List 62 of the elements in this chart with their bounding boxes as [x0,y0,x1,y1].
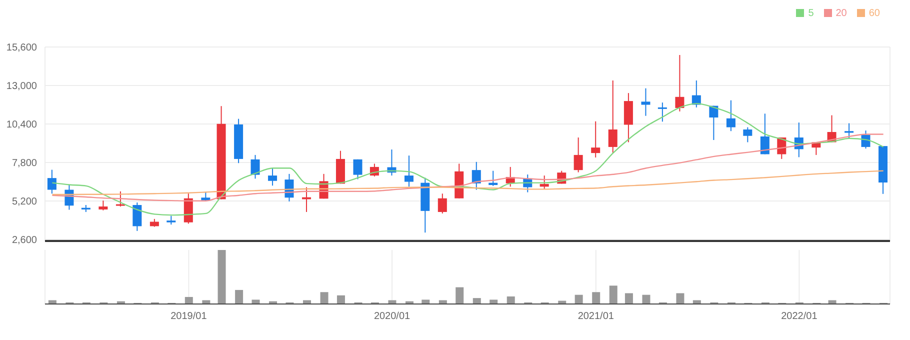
candlestick [726,100,736,132]
y-tick-label: 15,600 [6,42,38,54]
candlestick [608,80,618,154]
x-tick-label: 2022/01 [781,311,818,322]
y-tick-label: 5,200 [12,196,38,208]
y-tick-label: 13,000 [6,81,38,92]
bar [609,286,618,304]
legend-label: 60 [868,8,880,19]
bar [676,293,684,304]
bar [624,293,633,304]
candlestick [184,193,193,224]
bar [336,295,345,304]
candlestick [658,102,667,122]
bar [456,287,464,304]
bar [388,300,396,304]
candlestick [47,169,56,194]
candlestick [641,88,650,116]
candlestick [132,202,142,232]
bar [592,292,600,304]
bar [490,300,498,304]
candlestick [624,92,633,143]
candlestick [353,158,362,180]
candlestick [250,154,260,180]
candlestick [760,113,770,155]
y-tick-label: 7,800 [12,158,38,170]
candlestick [675,54,684,112]
legend-label: 5 [808,8,814,19]
bar [642,294,650,304]
bar [438,300,447,304]
candlestick [743,126,752,143]
candlestick [98,200,108,211]
y-tick-label: 10,400 [6,120,38,131]
bar [506,296,515,304]
y-tick-label: 2,600 [12,235,38,246]
bar [303,300,311,304]
bar [320,292,328,304]
bar [574,294,583,304]
bar [218,250,226,304]
candlestick [591,120,600,158]
candlestick [861,130,870,150]
candlestick [540,175,549,190]
bar [48,300,56,304]
bar [828,300,836,304]
bar [692,300,701,304]
bar [202,300,210,304]
x-tick-label: 2021/01 [578,311,614,322]
candlestick [438,193,447,214]
bar [472,298,481,304]
bar [252,300,260,304]
candlestick [488,170,498,186]
candlestick [404,155,414,188]
bar [184,296,193,304]
candlestick [268,168,278,186]
x-tick-label: 2019/01 [170,311,208,322]
candlestick [574,136,583,173]
candlestick [844,122,854,139]
candlestick [116,190,125,207]
bar [235,290,244,304]
x-tick-label: 2020/01 [374,311,411,322]
candlestick [472,161,481,190]
bar [422,300,430,304]
legend-label: 20 [836,8,847,19]
